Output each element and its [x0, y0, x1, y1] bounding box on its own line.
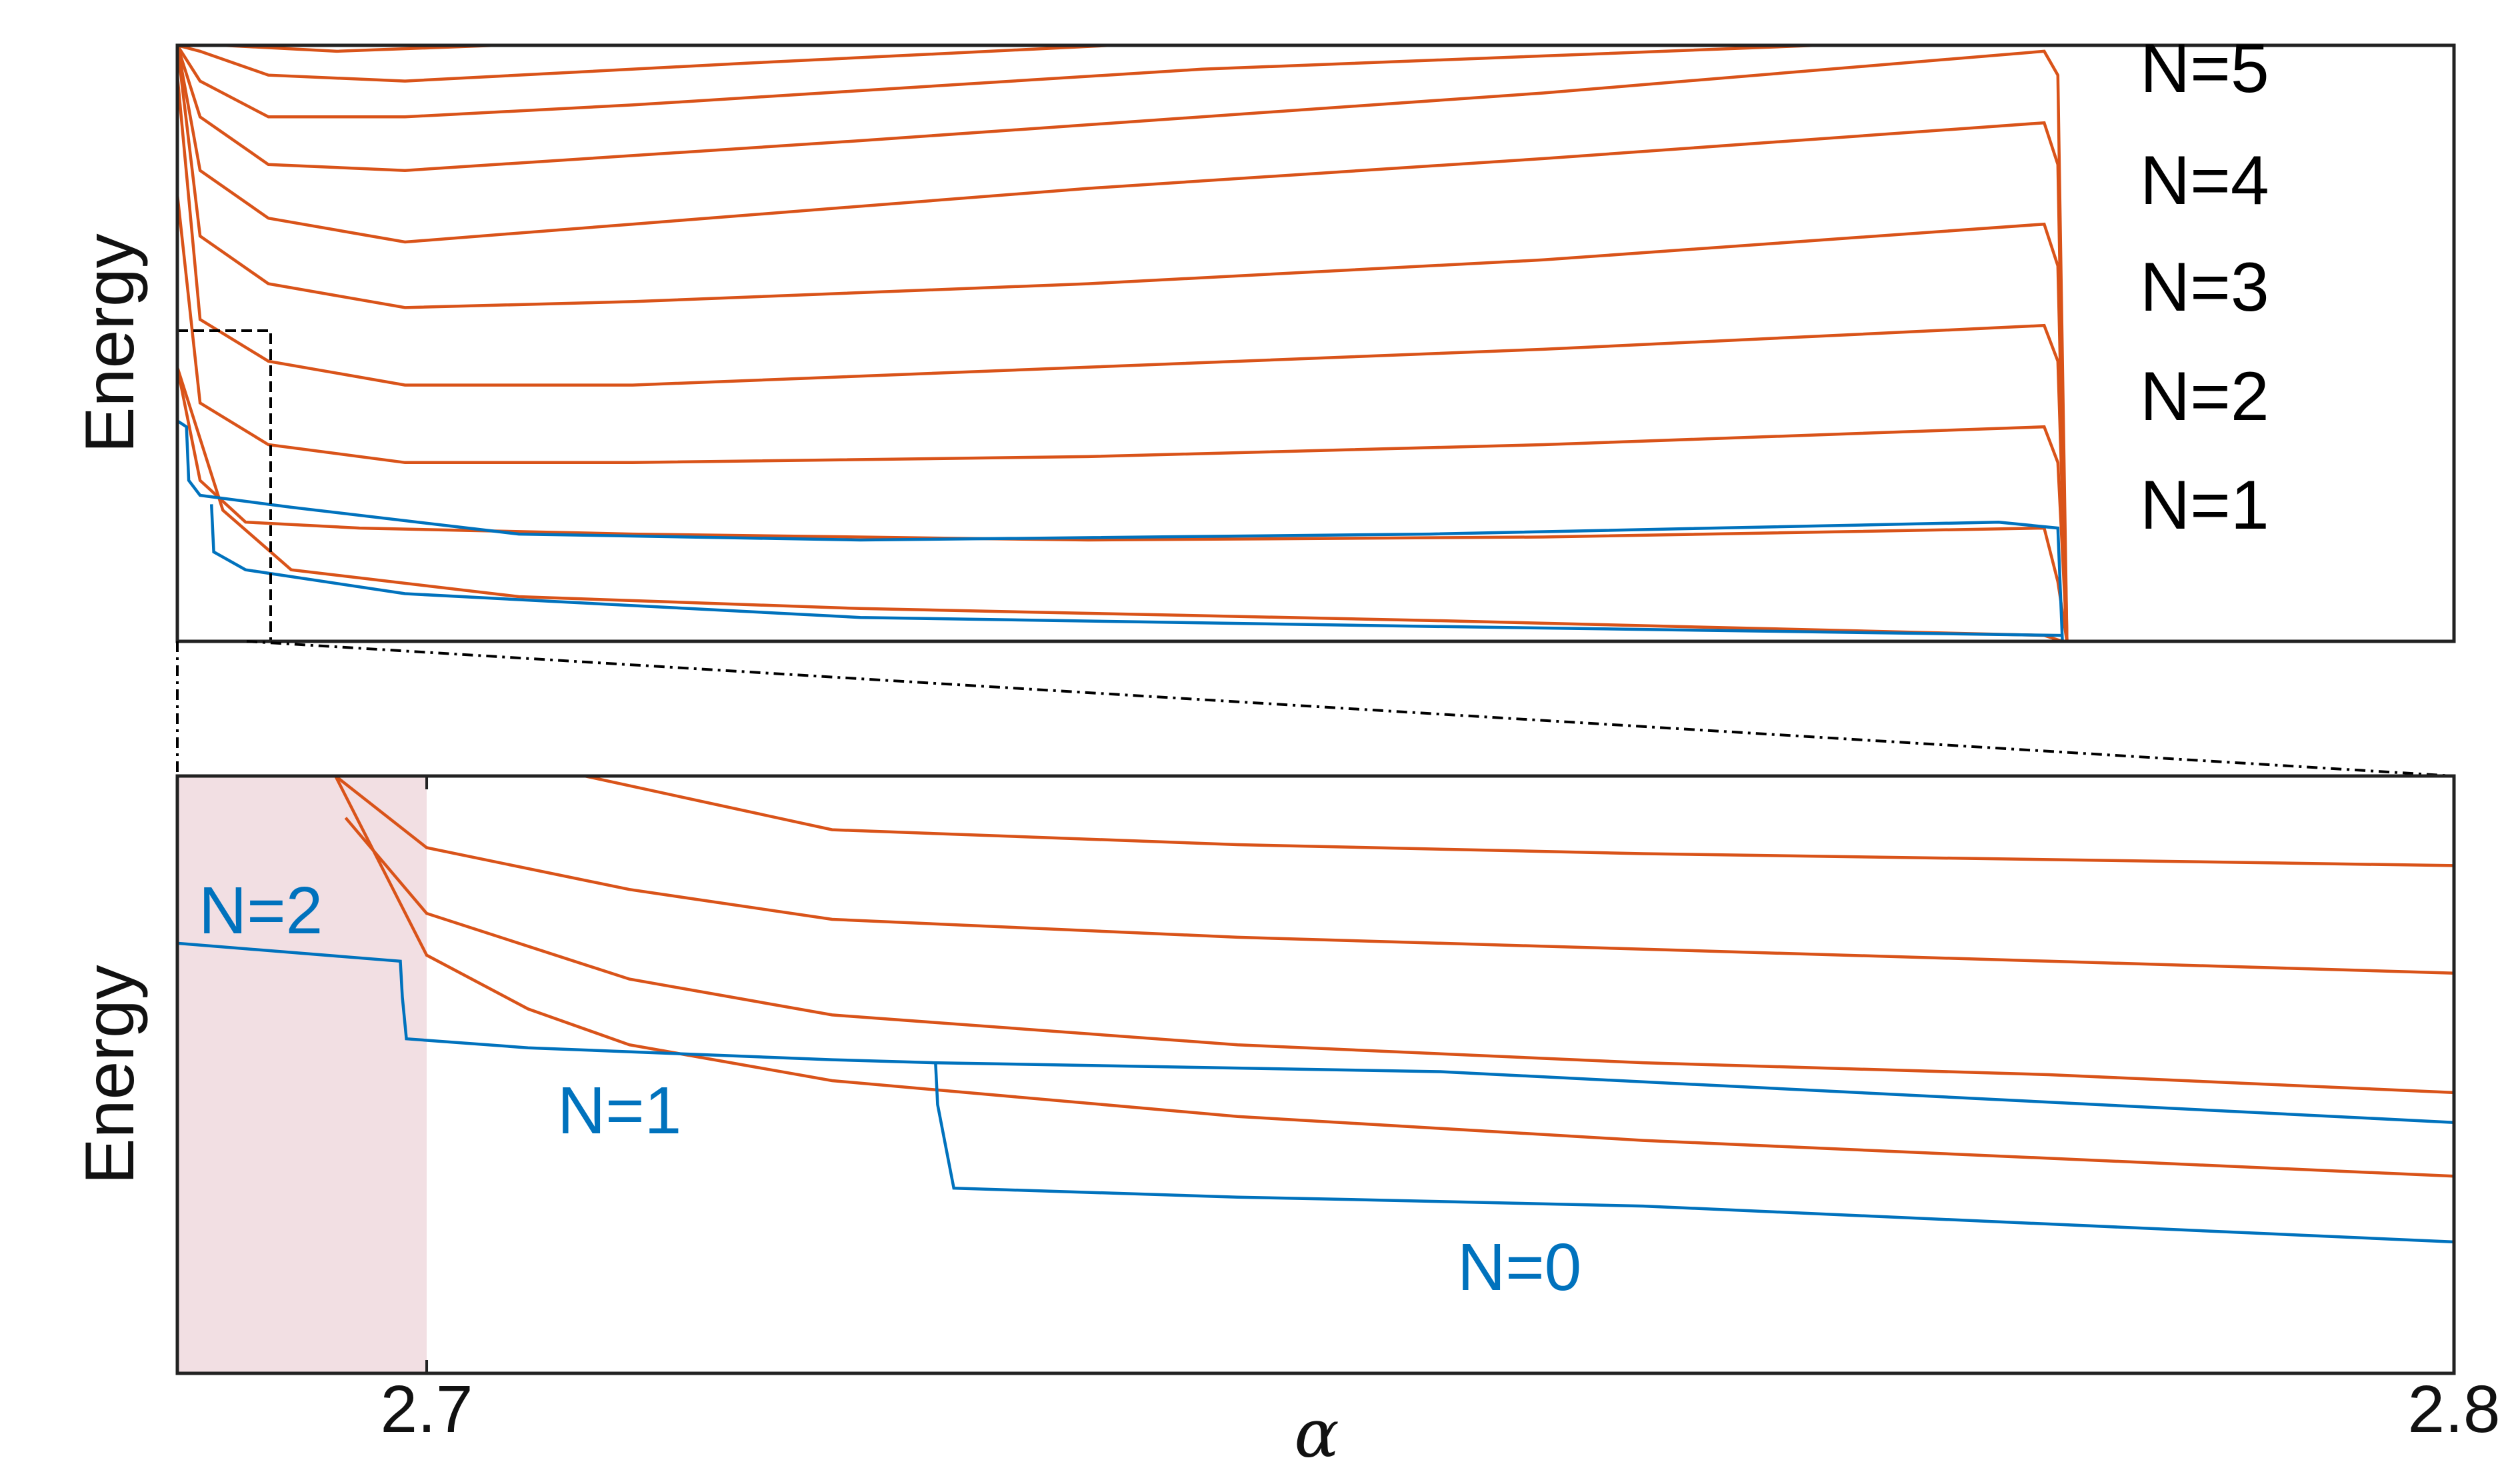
bottom-series-line-4 — [177, 941, 2454, 1124]
top-series-line-5 — [175, 45, 2069, 642]
bottom-series-line-2 — [344, 817, 2454, 1095]
bottom-panel: 2.7 2.8 N=2 N=1 N=0 — [175, 774, 2501, 1447]
bottom-series-line-0 — [584, 776, 2454, 867]
top-series-group — [175, 43, 2454, 643]
top-series-line-3 — [175, 75, 2069, 642]
bottom-ticks-group: 2.7 2.8 — [381, 776, 2501, 1447]
top-annotation-4: N=1 — [2140, 467, 2269, 544]
top-series-line-0 — [175, 367, 2067, 643]
bottom-series-line-1 — [334, 776, 2454, 975]
top-annotation-0: N=5 — [2140, 30, 2269, 107]
bottom-annotation-0: N=2 — [199, 873, 323, 948]
top-series-line-8 — [177, 43, 1111, 83]
top-series-line-4 — [175, 45, 2069, 642]
bottom-series-group — [177, 776, 2454, 1244]
top-series-line-10 — [176, 419, 2454, 643]
top-series-line-1 — [175, 367, 2069, 642]
zoom-connector-right — [246, 640, 2455, 777]
bottom-annotation-group: N=2 N=1 N=0 — [199, 873, 1581, 1305]
top-annotation-group: N=5 N=4 N=3 N=2 N=1 — [2140, 30, 2269, 544]
top-series-line-7 — [176, 43, 1817, 119]
top-annotation-3: N=2 — [2140, 358, 2269, 435]
top-series-line-6 — [175, 45, 2069, 642]
top-series-line-11 — [209, 504, 2063, 637]
top-annotation-2: N=3 — [2140, 249, 2269, 326]
bottom-annotation-2: N=0 — [1457, 1230, 1581, 1305]
top-annotation-1: N=4 — [2140, 142, 2269, 219]
bottom-series-line-3 — [334, 776, 2454, 1178]
shaded-region — [177, 776, 427, 1373]
bottom-plot-frame — [175, 774, 2456, 1375]
x-tick-label-0: 2.7 — [381, 1372, 473, 1447]
top-y-axis-label: Energy — [71, 233, 149, 453]
bottom-series-line-5 — [934, 1062, 2454, 1244]
top-panel: N=5 N=4 N=3 N=2 N=1 — [175, 30, 2456, 643]
top-series-line-2 — [175, 194, 2069, 642]
x-axis-label: α — [1294, 1395, 1339, 1470]
top-plot-frame — [175, 43, 2456, 643]
bottom-annotation-1: N=1 — [557, 1073, 681, 1148]
bottom-y-axis-label: Energy — [71, 965, 149, 1185]
zoom-connectors — [176, 640, 2455, 777]
x-tick-label-1: 2.8 — [2407, 1372, 2500, 1447]
